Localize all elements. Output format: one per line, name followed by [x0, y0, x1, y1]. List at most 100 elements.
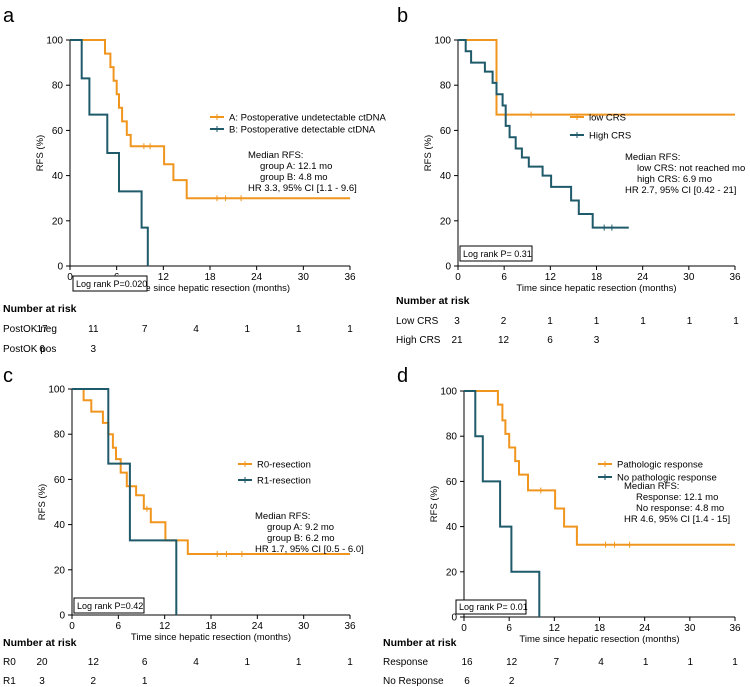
- logrank-box: [455, 599, 527, 615]
- x-tick-label: 18: [594, 623, 606, 634]
- y-tick-label: 40: [446, 522, 458, 533]
- x-axis-label: Time since hepatic resection (months): [519, 634, 679, 645]
- x-tick-label: 18: [591, 272, 603, 283]
- km-curve-teal: [464, 390, 541, 617]
- logrank-label: Log rank P=0.42: [77, 601, 143, 611]
- risk-row-label: PostOK neg: [3, 324, 57, 335]
- y-tick-label: 80: [440, 81, 452, 92]
- risk-value: 12: [506, 657, 518, 668]
- x-tick-label: 6: [506, 623, 512, 634]
- panel-letter: c: [3, 365, 13, 387]
- risk-value: 1: [347, 324, 353, 335]
- legend-label: R0-resection: [257, 460, 311, 471]
- y-tick-label: 60: [54, 475, 66, 486]
- legend-label: A: Postoperative undetectable ctDNA: [229, 113, 387, 124]
- risk-value: 6: [464, 676, 470, 687]
- risk-value: 2: [501, 316, 507, 327]
- logrank-box: [459, 245, 533, 262]
- y-tick-label: 100: [440, 387, 457, 398]
- x-tick-label: 0: [461, 623, 467, 634]
- risk-value: 1: [547, 316, 553, 327]
- y-tick-label: 60: [446, 477, 458, 488]
- x-tick-label: 30: [298, 621, 310, 632]
- legend-label: B: Postoperative detectable ctDNA: [229, 125, 376, 136]
- risk-value: 20: [36, 657, 48, 668]
- risk-value: 1: [643, 657, 649, 668]
- legend-label: Pathologic response: [617, 460, 703, 471]
- risk-value: 3: [594, 335, 600, 346]
- stats-line: Median RFS:: [255, 511, 310, 522]
- risk-row-label: Low CRS: [396, 316, 439, 327]
- stats-line: HR 4.6, 95% CI [1.4 - 15]: [624, 514, 730, 525]
- x-tick-label: 12: [549, 623, 561, 634]
- y-axis-label: RFS (%): [35, 135, 46, 171]
- logrank-label: Log rank P= 0.01: [459, 602, 528, 612]
- risk-value: 3: [454, 316, 460, 327]
- x-tick-label: 0: [67, 272, 73, 283]
- x-tick-label: 6: [501, 272, 507, 283]
- risk-value: 3: [39, 676, 45, 687]
- risk-row-label: R0: [3, 657, 16, 668]
- risk-value: 7: [554, 657, 560, 668]
- stats-line: high CRS: 6.9 mo: [637, 174, 712, 185]
- x-tick-label: 12: [158, 272, 170, 283]
- km-curve-orange: [70, 39, 350, 200]
- x-axis-label: Time since hepatic resection (months): [130, 283, 290, 294]
- y-tick-label: 20: [446, 567, 458, 578]
- y-axis-label: RFS (%): [37, 484, 48, 520]
- risk-row-label: No Response: [383, 676, 444, 687]
- y-axis-label: RFS (%): [423, 135, 434, 171]
- y-tick-label: 40: [54, 520, 66, 531]
- legend-label: High CRS: [589, 131, 631, 142]
- risk-value: 21: [451, 335, 463, 346]
- stats-line: Median RFS:: [624, 481, 679, 492]
- risk-value: 1: [142, 676, 148, 687]
- panel-letter: b: [397, 5, 408, 27]
- x-tick-label: 12: [545, 272, 557, 283]
- y-tick-label: 0: [57, 262, 63, 273]
- y-tick-label: 20: [440, 216, 452, 227]
- stats-line: low CRS: not reached mo: [637, 163, 745, 174]
- y-tick-label: 20: [52, 216, 64, 227]
- risk-value: 1: [640, 316, 646, 327]
- risk-value: 16: [461, 657, 473, 668]
- x-axis-label: Time since hepatic resection (months): [516, 283, 676, 294]
- y-tick-label: 60: [440, 126, 452, 137]
- risk-value: 1: [688, 657, 694, 668]
- risk-title: Number at risk: [3, 637, 77, 649]
- risk-row-label: High CRS: [396, 335, 441, 346]
- x-tick-label: 24: [637, 272, 649, 283]
- x-tick-label: 36: [344, 621, 356, 632]
- panel-letter: a: [3, 5, 15, 27]
- x-tick-label: 36: [344, 272, 356, 283]
- stats-line: group A: 12.1 mo: [260, 161, 332, 172]
- risk-value: 12: [88, 657, 100, 668]
- risk-value: 1: [296, 324, 302, 335]
- km-curve-orange: [72, 388, 350, 555]
- risk-value: 1: [687, 316, 693, 327]
- stats-line: HR 2.7, 95% CI [0.42 - 21]: [625, 185, 736, 196]
- x-tick-label: 36: [729, 272, 741, 283]
- stats-line: Response: 12.1 mo: [636, 492, 718, 503]
- legend-label: low CRS: [589, 113, 626, 124]
- risk-value: 1: [594, 316, 600, 327]
- y-tick-label: 0: [445, 262, 451, 273]
- stats-line: HR 3.3, 95% CI [1.1 - 9.6]: [248, 183, 357, 194]
- km-curve-orange: [464, 390, 735, 546]
- stats-line: No response: 4.8 mo: [636, 503, 724, 514]
- km-curve-teal: [458, 39, 629, 229]
- panel-a: a 0 20 40 60 80 100 0 6 12 18 24 30 36 Time since hepa…: [3, 5, 387, 355]
- y-tick-label: 40: [52, 171, 64, 182]
- risk-value: 12: [498, 335, 510, 346]
- logrank-label: Log rank P= 0.31: [463, 249, 532, 259]
- y-tick-label: 100: [48, 385, 65, 396]
- x-tick-label: 0: [69, 621, 75, 632]
- risk-value: 1: [733, 316, 739, 327]
- y-tick-label: 60: [52, 126, 64, 137]
- x-tick-label: 18: [205, 621, 217, 632]
- risk-value: 1: [296, 657, 302, 668]
- x-tick-label: 30: [298, 272, 310, 283]
- risk-value: 17: [36, 324, 48, 335]
